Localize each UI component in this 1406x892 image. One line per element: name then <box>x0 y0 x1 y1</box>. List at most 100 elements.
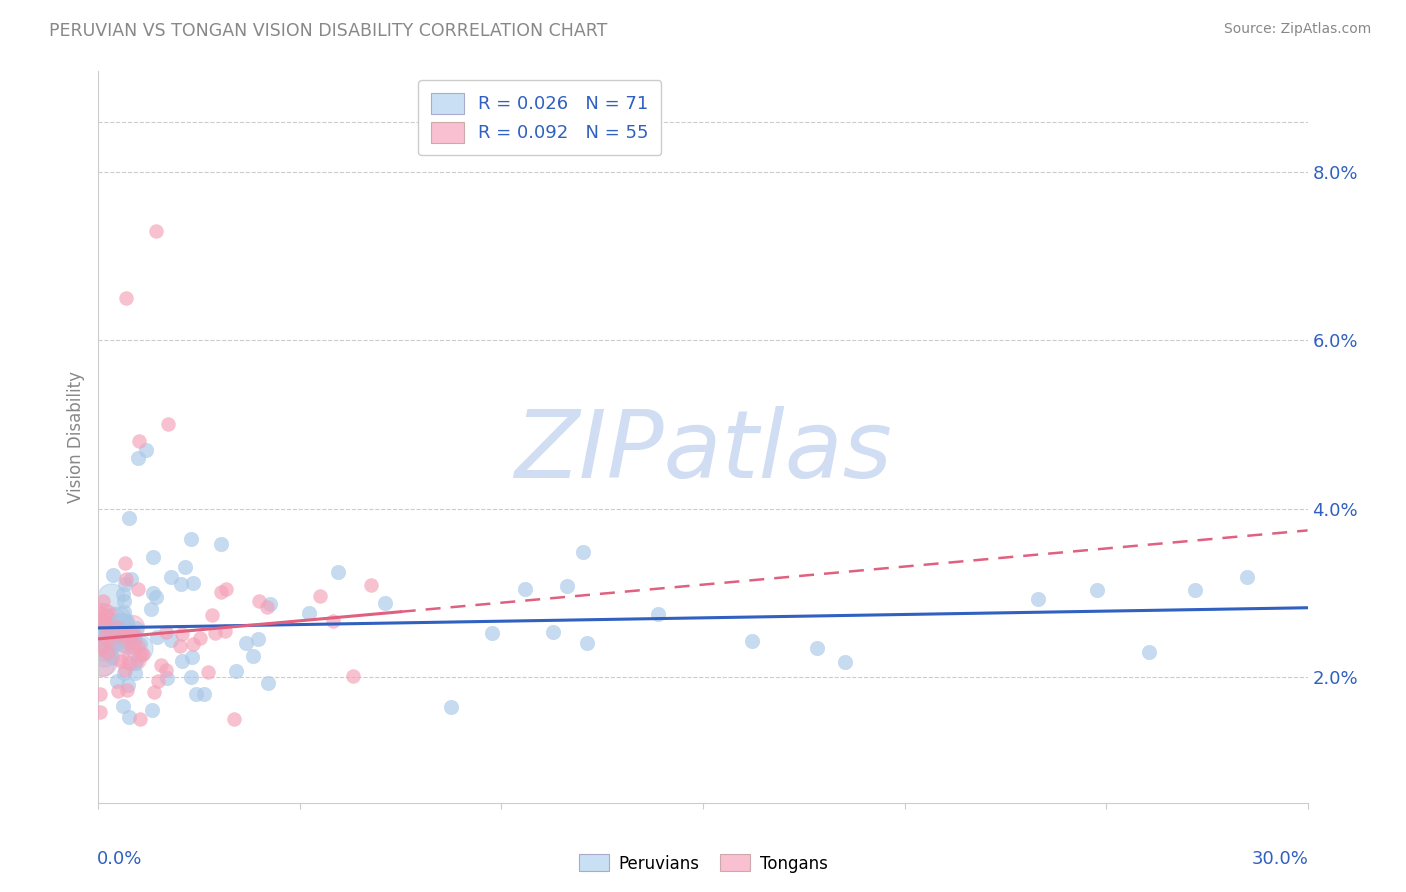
Point <box>1085 583 1108 598</box>
Point <box>128 434 150 449</box>
Point <box>115 614 138 628</box>
Point <box>89 705 111 719</box>
Point <box>145 630 167 644</box>
Point <box>93 635 115 649</box>
Point <box>105 618 128 632</box>
Point <box>91 615 114 630</box>
Point <box>129 637 152 651</box>
Point <box>326 565 349 579</box>
Point <box>200 607 222 622</box>
Legend: R = 0.026   N = 71, R = 0.092   N = 55: R = 0.026 N = 71, R = 0.092 N = 55 <box>419 80 661 155</box>
Point <box>94 609 117 624</box>
Point <box>112 605 135 619</box>
Point <box>91 608 114 623</box>
Point <box>91 594 114 608</box>
Point <box>96 620 118 634</box>
Point <box>145 590 167 604</box>
Point <box>170 577 193 591</box>
Legend: Peruvians, Tongans: Peruvians, Tongans <box>572 847 834 880</box>
Point <box>121 620 143 634</box>
Point <box>93 608 115 623</box>
Point <box>214 624 236 638</box>
Point <box>159 570 181 584</box>
Point <box>209 585 232 599</box>
Point <box>114 557 136 571</box>
Point <box>111 586 134 600</box>
Point <box>169 639 191 653</box>
Point <box>170 626 193 640</box>
Point <box>322 615 344 629</box>
Point <box>114 663 136 677</box>
Point <box>101 568 124 582</box>
Point <box>741 633 763 648</box>
Point <box>181 650 204 665</box>
Point <box>127 639 149 653</box>
Point <box>112 613 135 627</box>
Point <box>515 582 537 597</box>
Point <box>257 675 280 690</box>
Point <box>439 700 461 714</box>
Text: PERUVIAN VS TONGAN VISION DISABILITY CORRELATION CHART: PERUVIAN VS TONGAN VISION DISABILITY COR… <box>49 22 607 40</box>
Point <box>1137 645 1160 659</box>
Point <box>115 572 138 586</box>
Point <box>834 655 856 669</box>
Point <box>298 606 321 620</box>
Point <box>91 613 114 627</box>
Point <box>91 626 114 640</box>
Point <box>197 665 219 679</box>
Point <box>91 655 114 669</box>
Point <box>235 636 257 650</box>
Point <box>149 658 172 673</box>
Point <box>89 635 111 649</box>
Point <box>122 625 145 640</box>
Point <box>308 589 330 603</box>
Point <box>124 640 146 654</box>
Point <box>132 647 155 661</box>
Point <box>145 224 167 238</box>
Point <box>105 647 128 661</box>
Point <box>107 613 129 627</box>
Point <box>90 622 112 636</box>
Point <box>139 602 162 616</box>
Text: ZIPatlas: ZIPatlas <box>515 406 891 497</box>
Point <box>572 545 595 559</box>
Point <box>93 614 115 628</box>
Point <box>342 669 364 683</box>
Point <box>112 593 135 607</box>
Point <box>114 666 136 681</box>
Point <box>184 687 207 701</box>
Point <box>1236 570 1258 584</box>
Point <box>155 624 177 639</box>
Point <box>155 663 177 677</box>
Point <box>143 685 166 699</box>
Point <box>100 590 122 604</box>
Point <box>94 630 117 644</box>
Point <box>246 632 269 647</box>
Point <box>114 627 136 641</box>
Point <box>180 532 202 546</box>
Point <box>112 631 135 645</box>
Point <box>1184 582 1206 597</box>
Point <box>204 626 226 640</box>
Point <box>94 639 117 653</box>
Point <box>117 630 139 644</box>
Point <box>110 654 132 668</box>
Point <box>180 670 202 684</box>
Point <box>114 577 136 591</box>
Point <box>125 621 148 635</box>
Point <box>107 613 129 627</box>
Point <box>89 607 111 621</box>
Point <box>110 620 132 634</box>
Point <box>103 630 125 644</box>
Point <box>122 651 145 665</box>
Point <box>247 594 270 608</box>
Point <box>112 698 135 713</box>
Point <box>128 712 150 726</box>
Point <box>172 655 194 669</box>
Point <box>541 624 564 639</box>
Point <box>112 630 135 644</box>
Point <box>124 666 146 681</box>
Point <box>555 579 578 593</box>
Point <box>89 621 111 635</box>
Point <box>1026 591 1049 606</box>
